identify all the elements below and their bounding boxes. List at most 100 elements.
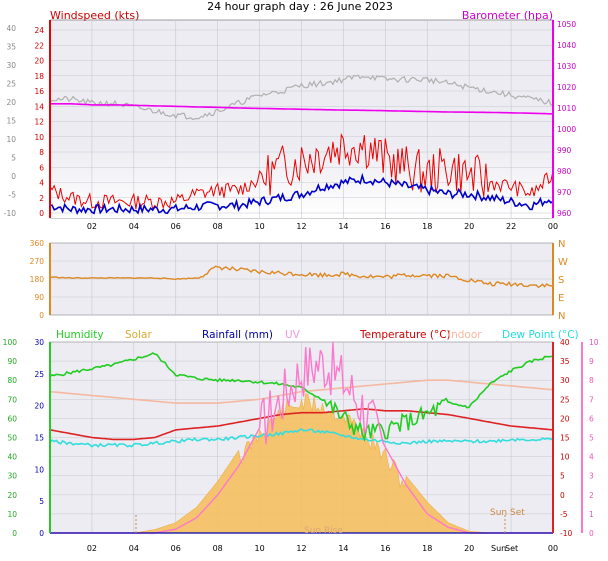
rain-ytick: 0 [39, 529, 44, 538]
direction-ytick: 360 [30, 239, 45, 248]
humidity-ytick: 90 [7, 357, 17, 366]
climate-xtick: 02 [87, 544, 97, 553]
direction-ytick: 90 [34, 293, 44, 302]
climate-xtick: 14 [338, 544, 348, 553]
uv-ytick: 2 [589, 491, 594, 500]
sunset-label: Sun Set [490, 508, 525, 518]
wind-xtick: 18 [422, 222, 432, 231]
temp-ytick: -10 [560, 529, 572, 538]
temp-ytick: 5 [560, 472, 565, 481]
wind-xtick: 20 [464, 222, 474, 231]
wind-ytick-outer: 40 [6, 24, 16, 33]
direction-compass-label: N [558, 311, 565, 322]
sunrise-label: Sun Rise [304, 526, 343, 536]
temp-ytick: 10 [560, 453, 570, 462]
wind-ytick-outer: -5 [9, 191, 17, 200]
direction-compass-label: S [558, 275, 564, 286]
wind-ytick-inner: 10 [34, 133, 44, 142]
chart-title: 24 hour graph day : 26 June 2023 [207, 0, 393, 13]
baro-ytick: 1000 [557, 125, 576, 134]
indoor-line [49, 379, 554, 404]
humidity-ytick: 50 [7, 434, 17, 443]
uv-ytick: 8 [589, 376, 594, 385]
temp-ytick: 0 [560, 491, 565, 500]
uv-ytick: 9 [589, 357, 594, 366]
direction-compass-label: E [558, 293, 564, 304]
humidity-ytick: 100 [3, 338, 18, 347]
uv-ytick: 6 [589, 414, 594, 423]
direction-yticks: 360 270 180 90 0 [30, 239, 45, 320]
baro-ytick: 970 [557, 188, 572, 197]
uv-ytick: 1 [589, 510, 594, 519]
humidity-line [49, 352, 554, 442]
direction-ytick: 0 [39, 311, 44, 320]
temp-yticks: 40 35 30 25 20 15 10 5 0 -5 -10 [560, 338, 572, 538]
uv-ytick: 10 [589, 338, 599, 347]
wind-xtick: 02 [87, 222, 97, 231]
uv-ytick: 7 [589, 395, 594, 404]
rain-ytick: 10 [34, 465, 44, 474]
baro-ytick: 1010 [557, 104, 576, 113]
uv-ytick: 3 [589, 472, 594, 481]
wind-xtick: 10 [254, 222, 264, 231]
baro-ytick: 1020 [557, 83, 576, 92]
wind-xtick: 14 [338, 222, 348, 231]
rain-ytick: 5 [39, 497, 44, 506]
climate-legend: Humidity Solar Rainfall (mm) UV Temperature … [56, 329, 579, 341]
humidity-ytick: 40 [7, 453, 17, 462]
climate-xtick: 00 [548, 544, 558, 553]
baro-ylabel: Barometer (hpa) [462, 9, 553, 22]
uv-ytick: 0 [589, 529, 594, 538]
wind-xtick: 22 [506, 222, 516, 231]
temp-ytick: -5 [560, 510, 568, 519]
wind-ytick-inner: 18 [34, 72, 44, 81]
temp-ytick: 35 [560, 357, 570, 366]
wind-ytick-inner: 4 [39, 179, 44, 188]
rain-ytick: 20 [34, 402, 44, 411]
wind-ytick-inner: 12 [34, 118, 44, 127]
legend-entry: Indoor [448, 329, 482, 341]
wind-ytick-inner: 24 [34, 26, 44, 35]
humidity-ytick: 80 [7, 376, 17, 385]
baro-line [50, 103, 554, 115]
sunset-time: Set [505, 544, 518, 553]
climate-xtick: 20 [464, 544, 474, 553]
temperature-line [49, 408, 554, 441]
temp-ytick: 30 [560, 376, 570, 385]
legend-entry: Solar [125, 329, 152, 341]
wind-ytick-outer: -10 [4, 209, 16, 218]
humidity-ytick: 0 [12, 529, 17, 538]
climate-panel: Humidity Solar Rainfall (mm) UV Temperature … [3, 329, 599, 553]
wind-ytick-inner: 14 [34, 102, 44, 111]
uv-ytick: 5 [589, 434, 594, 443]
direction-compass-label: N [558, 239, 565, 250]
wind-xtick: 08 [213, 222, 223, 231]
baro-ytick: 1050 [557, 20, 576, 29]
climate-xtick: 10 [254, 544, 264, 553]
sunset-short: Sun [491, 544, 506, 553]
rain-ytick: 15 [34, 434, 44, 443]
temp-ytick: 40 [560, 338, 570, 347]
wind-ytick-outer: 20 [6, 98, 16, 107]
baro-yticks: 1050 1040 1030 1020 1010 1000 990 980 970 960 [557, 20, 576, 218]
baro-ytick: 960 [557, 209, 572, 218]
climate-xtick: 04 [129, 544, 139, 553]
temp-ytick: 25 [560, 395, 570, 404]
rain-ytick: 30 [34, 338, 44, 347]
legend-entry: Dew Point (°C) [502, 329, 579, 341]
wind-direction-line [49, 265, 554, 289]
wind-ytick-outer: 35 [6, 43, 16, 52]
baro-ytick: 990 [557, 146, 572, 155]
wind-yticks-outer: 40 35 30 25 20 15 10 5 0 -5 -10 [4, 24, 16, 218]
climate-xtick: 12 [296, 544, 306, 553]
wind-xtick: 12 [296, 222, 306, 231]
legend-entry: Rainfall (mm) [202, 329, 273, 341]
humidity-ytick: 10 [7, 510, 17, 519]
baro-ytick: 980 [557, 167, 572, 176]
temp-ytick: 20 [560, 414, 570, 423]
